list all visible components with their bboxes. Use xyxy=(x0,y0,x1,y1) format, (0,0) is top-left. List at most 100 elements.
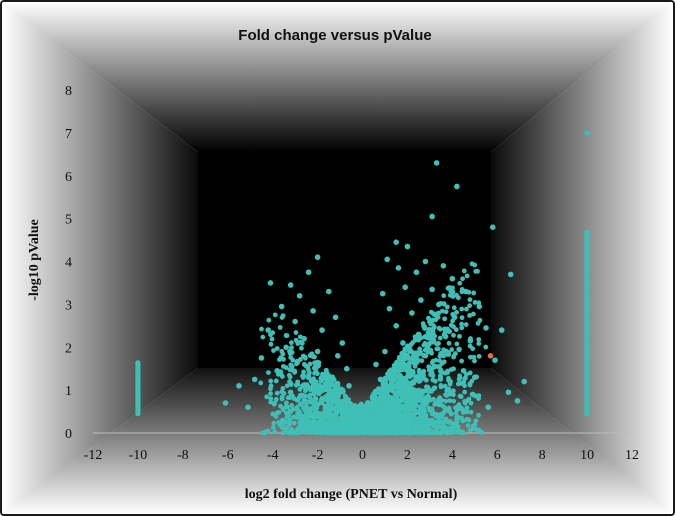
data-point xyxy=(469,391,476,398)
data-point xyxy=(338,427,344,433)
data-point xyxy=(461,379,467,385)
data-point xyxy=(284,383,290,389)
wall-top xyxy=(2,2,673,152)
data-point xyxy=(303,424,309,430)
data-point xyxy=(485,404,492,411)
data-point xyxy=(440,308,445,314)
data-point xyxy=(411,412,417,418)
data-point xyxy=(264,394,270,400)
data-point xyxy=(381,420,386,425)
data-point xyxy=(330,391,337,398)
data-point xyxy=(427,318,433,325)
data-point xyxy=(272,429,278,435)
data-point xyxy=(278,303,285,310)
data-point xyxy=(288,381,294,387)
data-point xyxy=(465,398,470,403)
data-point xyxy=(393,426,399,432)
data-point xyxy=(449,275,456,282)
data-point xyxy=(135,360,141,366)
data-point xyxy=(457,333,462,339)
data-point xyxy=(294,359,301,366)
data-point xyxy=(433,160,440,166)
data-point xyxy=(295,407,301,413)
data-point xyxy=(359,428,366,434)
data-point xyxy=(277,357,282,362)
data-point xyxy=(416,427,422,433)
data-point xyxy=(445,285,451,291)
data-point xyxy=(283,365,289,371)
data-point xyxy=(280,407,286,413)
data-point xyxy=(312,422,318,428)
data-point xyxy=(324,428,330,434)
data-point xyxy=(319,327,325,333)
data-point xyxy=(324,419,330,425)
data-point xyxy=(409,398,415,404)
data-point xyxy=(272,312,278,318)
data-point xyxy=(236,383,242,389)
data-point xyxy=(245,404,251,411)
data-point xyxy=(507,271,514,278)
data-point xyxy=(413,421,419,427)
data-point xyxy=(277,422,283,428)
data-point xyxy=(302,354,308,360)
data-point xyxy=(265,327,271,333)
data-point xyxy=(419,358,425,364)
data-point xyxy=(296,413,301,419)
data-point xyxy=(370,393,377,400)
data-point xyxy=(436,340,441,346)
data-point xyxy=(405,343,410,349)
data-point xyxy=(342,401,348,406)
data-point xyxy=(424,418,430,424)
data-point xyxy=(437,358,443,364)
data-point xyxy=(222,400,229,406)
data-point xyxy=(436,325,442,331)
data-point xyxy=(422,258,429,265)
data-point xyxy=(441,410,447,416)
data-point xyxy=(391,363,397,368)
data-point xyxy=(377,428,383,434)
data-point xyxy=(311,391,317,397)
data-point xyxy=(463,322,469,327)
data-point xyxy=(394,406,400,412)
x-axis-title: log2 fold change (PNET vs Normal) xyxy=(245,487,458,502)
data-point xyxy=(364,400,370,405)
data-point xyxy=(251,376,258,383)
data-point xyxy=(418,390,424,396)
data-point xyxy=(584,229,590,235)
data-point xyxy=(323,394,329,399)
data-point xyxy=(464,409,470,415)
data-point xyxy=(483,325,489,331)
data-point xyxy=(459,321,464,327)
data-point xyxy=(400,340,406,346)
data-point xyxy=(404,243,411,250)
data-point xyxy=(279,374,285,379)
data-point xyxy=(357,422,363,428)
data-point xyxy=(312,360,317,366)
data-point xyxy=(418,297,424,303)
data-point xyxy=(346,383,352,389)
data-point xyxy=(467,297,473,303)
data-point xyxy=(316,384,322,390)
data-point xyxy=(267,280,274,286)
data-point xyxy=(382,348,388,355)
x-tick-label: -6 xyxy=(222,448,234,463)
data-point xyxy=(353,427,359,433)
data-point xyxy=(369,401,374,407)
data-point xyxy=(289,363,295,369)
data-point xyxy=(441,293,447,299)
data-point xyxy=(286,372,292,378)
data-point xyxy=(436,415,442,421)
data-point xyxy=(295,379,301,385)
data-point xyxy=(326,381,332,387)
data-point xyxy=(450,392,456,398)
data-point xyxy=(309,386,315,392)
data-point xyxy=(453,410,459,416)
data-point xyxy=(454,309,459,315)
data-point xyxy=(313,396,319,401)
data-point xyxy=(444,388,450,393)
data-point xyxy=(410,381,415,387)
y-tick-label: 8 xyxy=(65,84,72,99)
data-point xyxy=(259,326,264,332)
y-tick-label: 4 xyxy=(65,256,72,271)
data-point xyxy=(273,378,279,384)
